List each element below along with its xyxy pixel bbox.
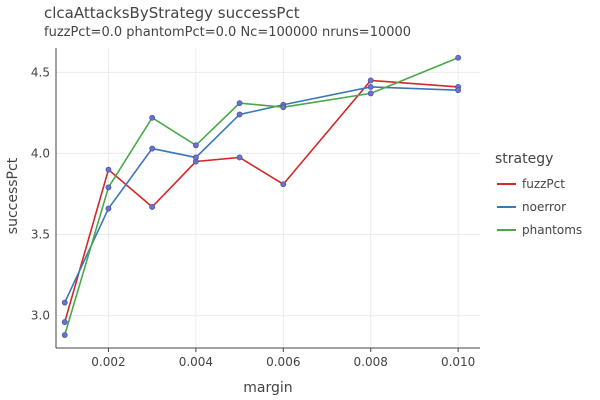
axes (55, 48, 480, 352)
data-point-fuzzPct (236, 154, 243, 161)
y-tick-label: 3.0 (31, 309, 50, 323)
data-point-phantoms (105, 184, 112, 191)
legend-label-fuzzPct: fuzzPct (522, 177, 565, 191)
data-point-fuzzPct (105, 166, 112, 173)
chart-subtitle: fuzzPct=0.0 phantomPct=0.0 Nc=100000 nru… (44, 25, 411, 40)
data-point-phantoms (236, 100, 243, 107)
data-point-fuzzPct (61, 319, 68, 325)
series-layer (61, 54, 462, 338)
legend-title: strategy (495, 151, 553, 167)
data-point-fuzzPct (280, 181, 287, 188)
y-tick-label: 4.0 (31, 146, 50, 160)
x-tick-label: 0.004 (179, 355, 213, 369)
legend: strategy fuzzPct noerror phantoms (495, 151, 582, 237)
x-tick-label: 0.010 (441, 355, 475, 369)
x-tick-label: 0.006 (266, 355, 300, 369)
x-tick-label: 0.002 (91, 355, 125, 369)
data-point-noerror (236, 111, 243, 118)
chart-title: clcaAttacksByStrategy successPct (44, 4, 300, 22)
data-point-phantoms (149, 114, 156, 121)
x-tick-label: 0.008 (354, 355, 388, 369)
data-point-phantoms (192, 142, 199, 149)
grid (56, 48, 480, 348)
data-point-noerror (61, 299, 68, 306)
series-line-phantoms (63, 56, 459, 336)
data-point-noerror (105, 205, 112, 212)
data-point-noerror (455, 87, 462, 94)
data-point-phantoms (61, 332, 68, 338)
data-point-fuzzPct (367, 77, 374, 84)
y-tick-labels: 3.0 3.5 4.0 4.5 (31, 65, 50, 322)
legend-label-phantoms: phantoms (522, 223, 582, 237)
y-axis-label: successPct (5, 157, 21, 234)
series-line-fuzzPct (63, 79, 459, 323)
y-tick-label: 3.5 (31, 227, 50, 241)
data-point-noerror (367, 84, 374, 90)
data-point-phantoms (455, 54, 462, 61)
data-point-phantoms (280, 104, 287, 111)
data-point-phantoms (367, 90, 374, 97)
legend-label-noerror: noerror (522, 200, 566, 214)
data-point-noerror (192, 154, 199, 161)
x-tick-labels: 0.002 0.004 0.006 0.008 0.010 (91, 355, 475, 369)
x-axis-label: margin (243, 380, 292, 396)
data-point-fuzzPct (149, 204, 156, 210)
y-tick-label: 4.5 (31, 65, 50, 79)
series-line-noerror (64, 86, 459, 303)
data-point-noerror (149, 145, 156, 152)
